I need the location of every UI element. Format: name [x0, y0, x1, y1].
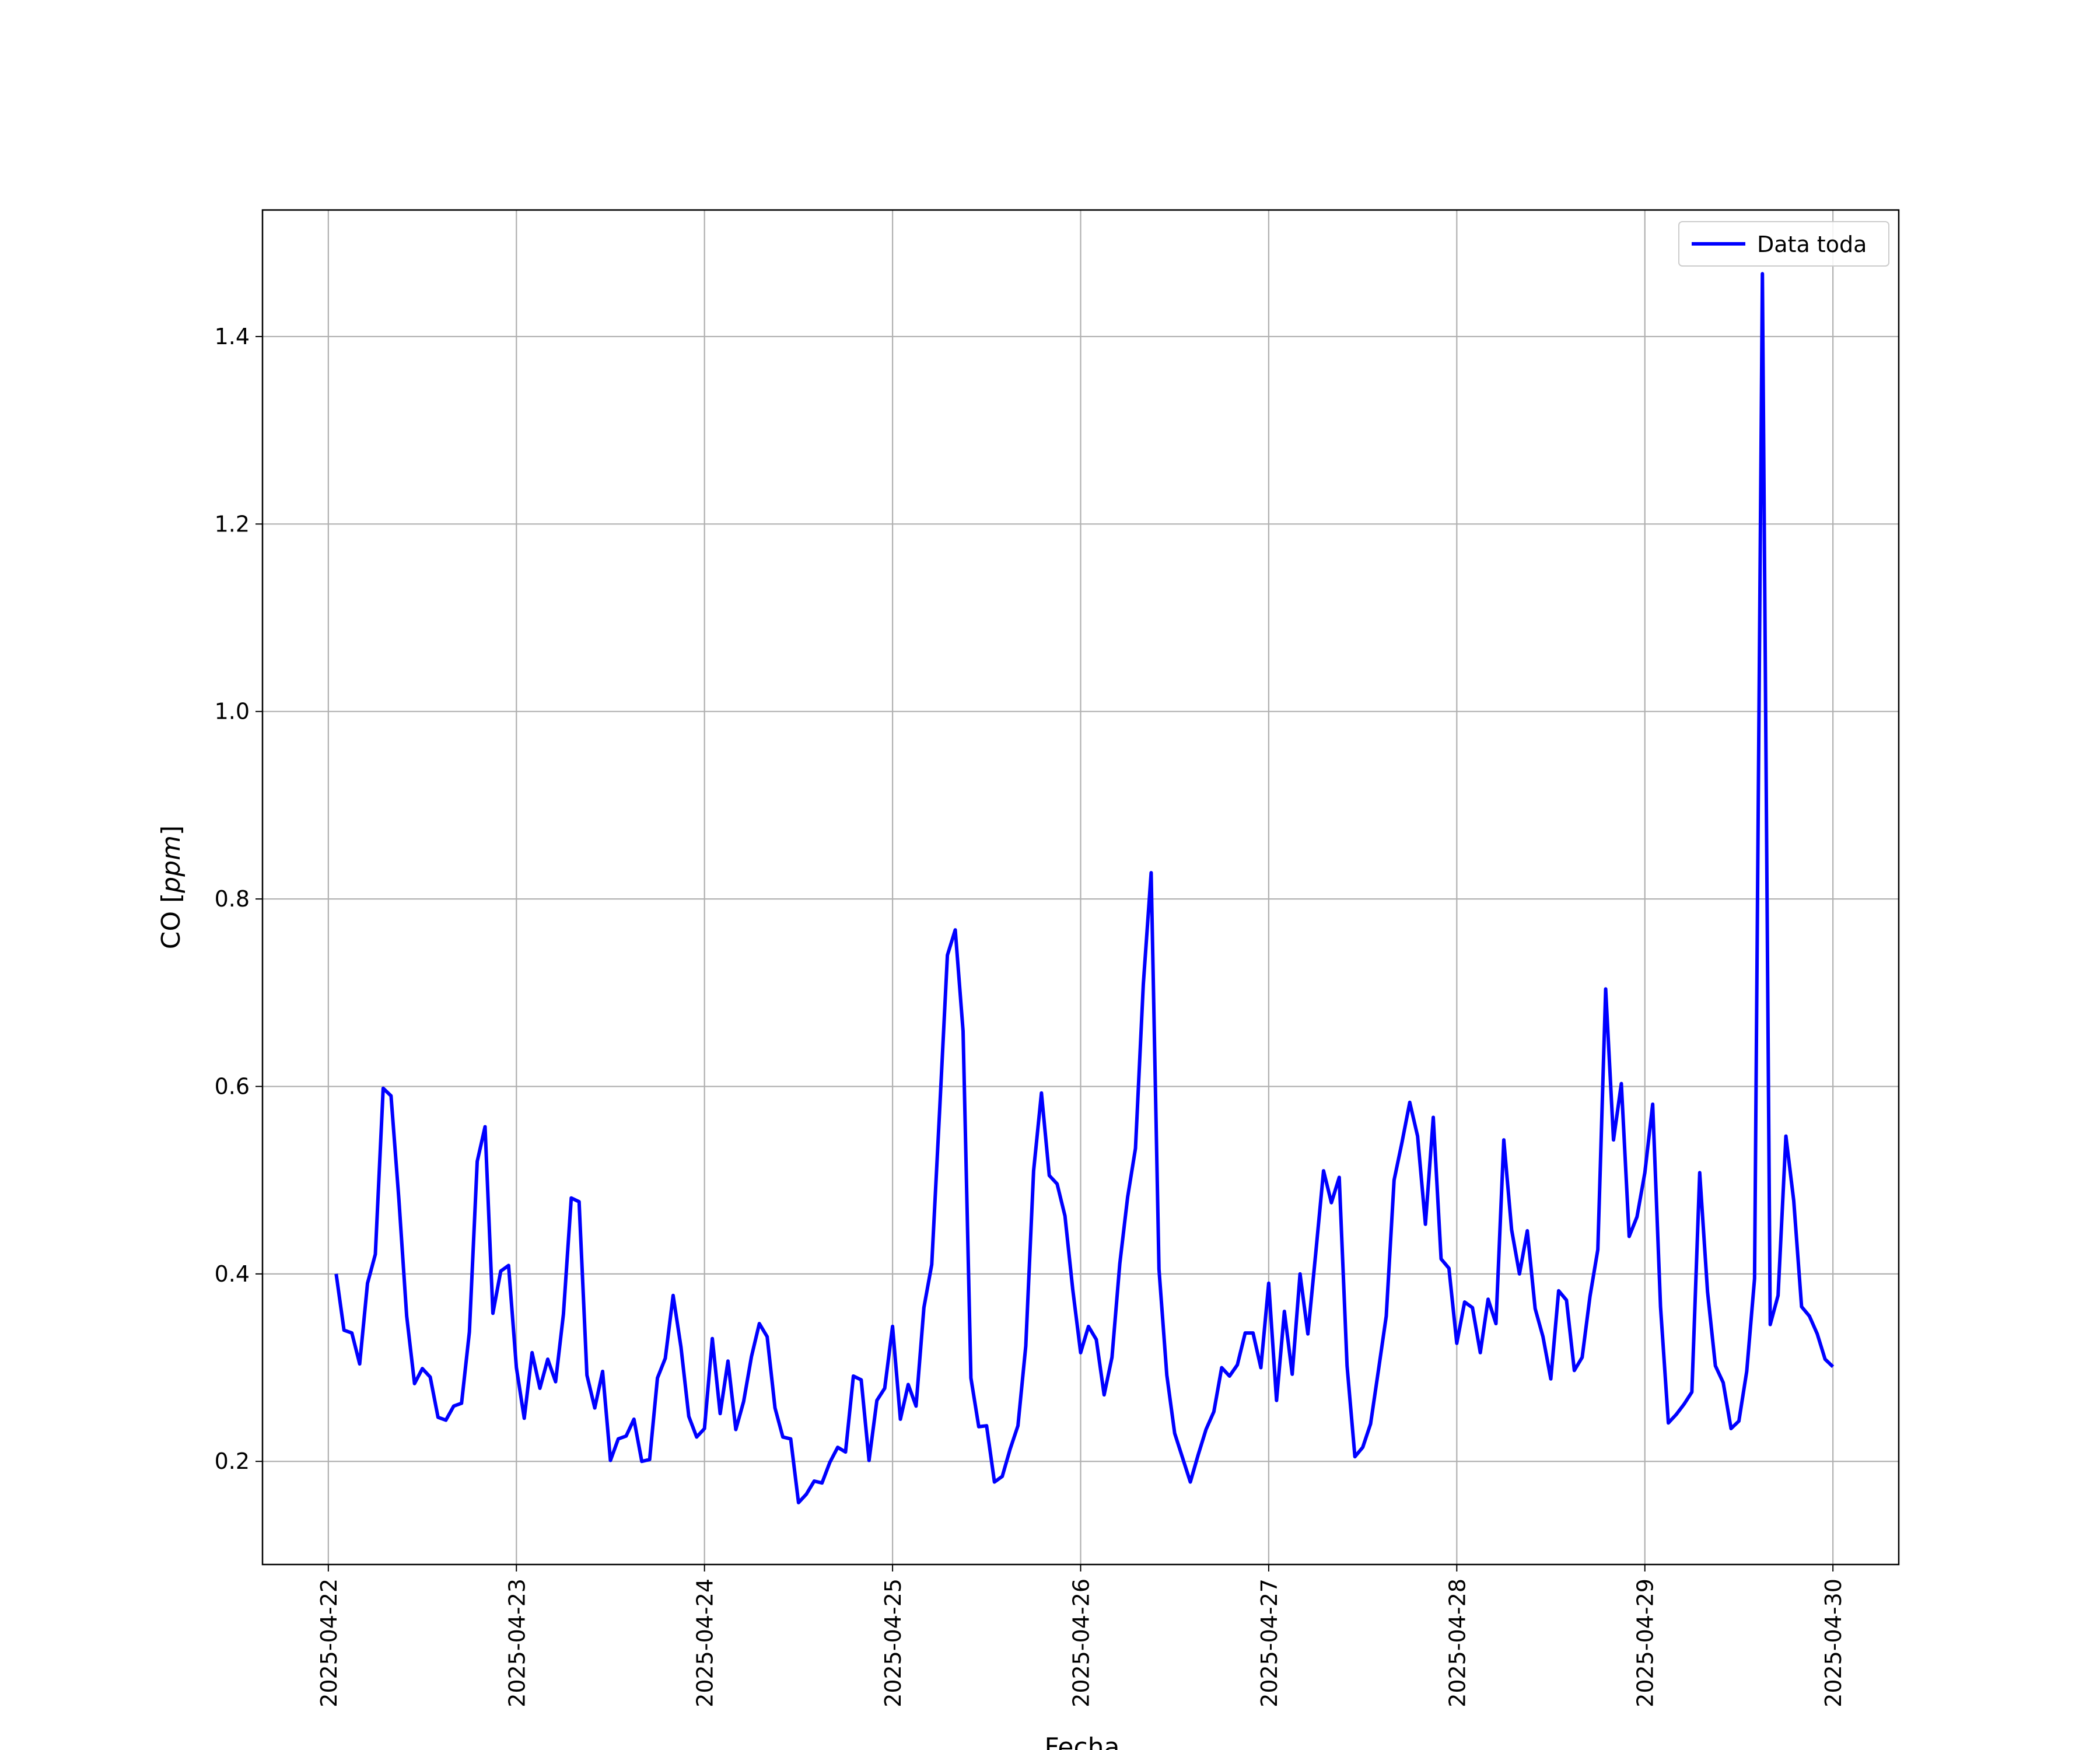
x-tick-label: 2025-04-27: [1256, 1578, 1282, 1707]
y-axis-label-unit: ppm: [156, 835, 186, 894]
x-tick-label: 2025-04-22: [316, 1578, 342, 1707]
y-axis-label-text: CO: [156, 911, 186, 949]
x-tick-label: 2025-04-25: [880, 1578, 906, 1707]
y-axis-label-bracket-close: ]: [156, 825, 186, 835]
y-axis-label-bracket-open: [: [156, 893, 186, 911]
legend-box: [1678, 221, 1889, 267]
y-tick-label: 0.2: [215, 1448, 250, 1474]
x-tick-label: 2025-04-24: [692, 1578, 718, 1707]
y-tick-label: 1.0: [215, 699, 250, 724]
x-tick-label: 2025-04-26: [1069, 1578, 1094, 1707]
series-line-0: [334, 272, 1835, 1504]
y-tick-label: 1.2: [215, 511, 250, 537]
x-tick-label: 2025-04-29: [1633, 1578, 1658, 1707]
legend-label: Data toda: [1757, 232, 1867, 257]
x-tick-label: 2025-04-30: [1821, 1578, 1846, 1707]
x-tick-label: 2025-04-23: [504, 1578, 530, 1707]
legend: Data toda: [1678, 221, 1889, 267]
y-axis-ticks: 0.2 0.4 0.6 0.8 1.0 1.2 1.4: [215, 324, 262, 1474]
y-axis-label: CO [ppm]: [156, 825, 186, 949]
y-tick-label: 0.4: [215, 1261, 250, 1287]
x-axis-ticks: 2025-04-22 2025-04-23 2025-04-24 2025-04-25…: [316, 1564, 1846, 1707]
y-tick-label: 0.6: [215, 1073, 250, 1099]
y-tick-label: 1.4: [215, 324, 250, 349]
x-tick-label: 2025-04-28: [1444, 1578, 1470, 1707]
x-axis-label: Fecha: [1044, 1732, 1119, 1750]
series-layer: [334, 272, 1835, 1504]
y-tick-label: 0.8: [215, 886, 250, 912]
